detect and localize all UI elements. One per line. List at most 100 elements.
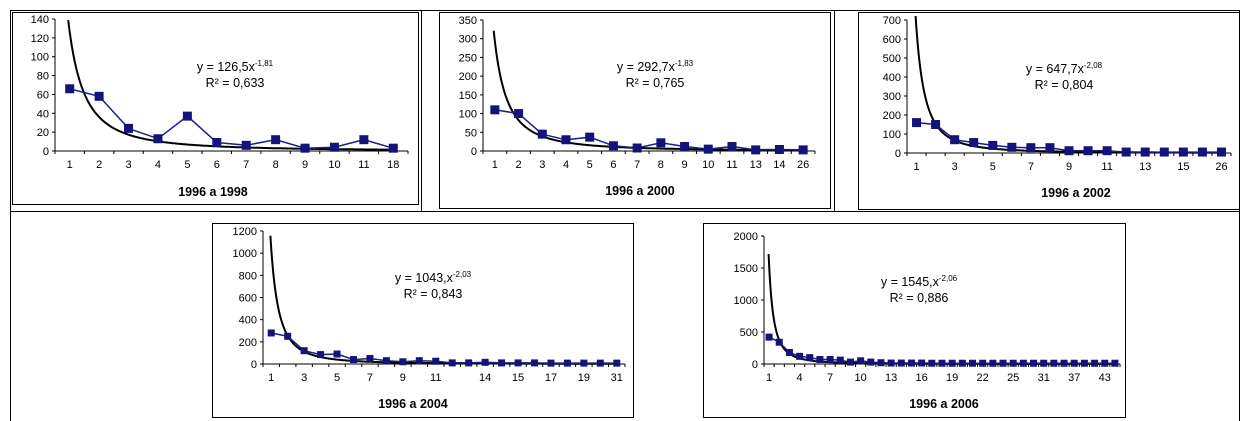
trend-line: [767, 254, 1115, 365]
chart-svg: 0 20 40 60 80 100 120 140 1 2 3 4 5 6 7 8 9 10 11 18 y = 126…: [31, 14, 409, 199]
y-tick-label: 120: [31, 33, 49, 45]
data-point: [432, 357, 440, 365]
data-point: [969, 359, 977, 367]
data-point: [928, 359, 936, 367]
x-tick-label: 1: [766, 372, 772, 384]
x-tick-label: 18: [387, 159, 399, 171]
y-tick-label: 200: [459, 71, 477, 83]
y-tick-label: 100: [883, 129, 901, 141]
x-tick-label: 43: [1099, 372, 1111, 384]
data-point: [1091, 359, 1099, 367]
data-point: [806, 354, 814, 362]
data-point: [826, 356, 834, 364]
data-point: [1045, 143, 1055, 153]
y-tick-label: 100: [459, 109, 477, 121]
x-tick-label: 1: [913, 161, 919, 173]
y-tick-label: 300: [883, 91, 901, 103]
x-tick-label: 3: [125, 159, 131, 171]
data-point: [1216, 147, 1226, 157]
y-tick-label: 1000: [233, 248, 257, 260]
trend-line: [67, 19, 394, 151]
y-tick-label: 1500: [734, 263, 758, 275]
data-point: [1060, 359, 1068, 367]
data-point: [212, 138, 222, 148]
x-tick-label: 7: [243, 159, 249, 171]
r-squared-label: R² = 0,765: [626, 76, 685, 90]
data-point: [907, 359, 915, 367]
chart-svg: 0 200 400 600 800 1000 1200 1 3 5 7 9 11 14 15 17 19 31 y …: [233, 226, 626, 411]
equation-label: y = 647,7x-2,08: [1026, 61, 1103, 76]
y-tick-label: 700: [883, 15, 901, 27]
x-tick-label: 1: [492, 159, 498, 171]
x-tick-label: 9: [400, 372, 406, 384]
x-tick-label: 17: [545, 372, 557, 384]
x-tick-label: 9: [302, 159, 308, 171]
y-tick-label: 60: [37, 89, 49, 101]
data-point: [1026, 143, 1036, 153]
data-point: [124, 123, 134, 133]
x-tick-label: 37: [1068, 372, 1080, 384]
x-tick-label: 5: [587, 159, 593, 171]
data-point: [816, 356, 824, 364]
data-point: [836, 356, 844, 364]
data-point: [798, 145, 808, 155]
data-point: [608, 141, 618, 151]
data-point: [531, 359, 538, 367]
data-point: [382, 357, 390, 365]
x-tick-label: 31: [1038, 372, 1050, 384]
data-point: [399, 358, 407, 366]
data-point: [846, 358, 854, 366]
figure-frame: [10, 10, 1240, 421]
y-tick-label: 250: [459, 52, 477, 64]
data-point: [333, 350, 341, 358]
data-point: [1111, 359, 1119, 367]
x-tick-label: 5: [990, 161, 996, 173]
data-point: [359, 135, 369, 145]
data-point: [1030, 359, 1038, 367]
data-point: [1121, 147, 1131, 157]
data-point: [366, 354, 374, 362]
y-tick-label: 2000: [734, 231, 758, 243]
chart-svg: 0 500 1000 1500 2000 1 4 7 10 13 16 19 22 25 31 37 43 y =…: [734, 231, 1121, 411]
equation-label: y = 1043,x-2,03: [395, 270, 472, 285]
data-point: [656, 138, 666, 148]
x-tick-label: 14: [479, 372, 491, 384]
data-point: [585, 132, 595, 142]
y-tick-label: 1200: [233, 226, 257, 238]
x-tick-label: 9: [682, 159, 688, 171]
y-tick-label: 200: [883, 110, 901, 122]
data-point: [300, 143, 310, 153]
data-point: [988, 140, 998, 150]
data-point: [765, 333, 773, 341]
data-point: [498, 359, 506, 367]
data-point: [887, 359, 895, 367]
data-point: [563, 359, 571, 367]
chart-title: 1996 a 2004: [378, 397, 448, 411]
data-point: [284, 332, 292, 340]
data-point: [1083, 146, 1093, 156]
data-point: [1070, 359, 1078, 367]
data-point: [912, 118, 922, 128]
data-point: [775, 338, 783, 346]
x-tick-label: 4: [155, 159, 161, 171]
y-tick-label: 1000: [734, 295, 758, 307]
data-point: [481, 358, 489, 366]
y-tick-label: 600: [239, 293, 257, 305]
x-tick-label: 5: [334, 372, 340, 384]
r-squared-label: R² = 0,804: [1035, 78, 1094, 92]
data-point: [774, 145, 784, 155]
data-point: [938, 359, 946, 367]
row-divider: [10, 211, 1240, 212]
x-tick-label: 5: [184, 159, 190, 171]
y-tick-label: 300: [459, 34, 477, 46]
data-point: [271, 135, 281, 145]
data-point: [580, 359, 588, 367]
y-tick-label: 400: [883, 72, 901, 84]
data-point: [350, 356, 357, 364]
data-point: [547, 359, 555, 367]
top-divider-1: [421, 10, 422, 211]
x-tick-label: 7: [367, 372, 373, 384]
data-point: [1140, 147, 1150, 157]
data-point: [153, 134, 163, 144]
